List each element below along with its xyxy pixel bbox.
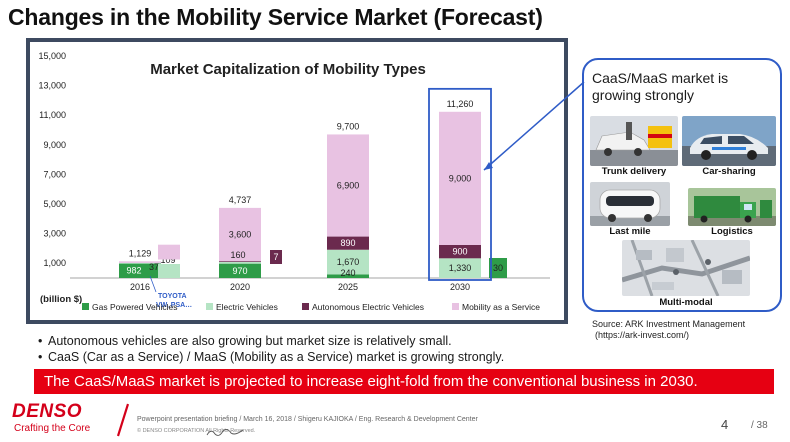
- legend-swatch: [82, 303, 89, 310]
- multi-modal-photo: [622, 240, 750, 296]
- data-label: 890: [340, 238, 355, 248]
- source-url: (https://ark-invest.com/): [595, 330, 690, 340]
- conclusion-banner: The CaaS/MaaS market is projected to inc…: [34, 369, 774, 394]
- legend-label: Electric Vehicles: [216, 302, 278, 312]
- x-tick-label: 2020: [230, 282, 250, 292]
- last-mile-photo: [590, 182, 670, 226]
- annotation-line2: VW, PSA…: [156, 302, 192, 309]
- y-tick-label: 3,000: [43, 229, 66, 239]
- bar-gas-2020: [219, 263, 261, 278]
- chart-title: Market Capitalization of Mobility Types: [150, 61, 426, 78]
- y-tick-label: 5,000: [43, 199, 66, 209]
- signature-icon: [206, 428, 244, 436]
- data-label: 30: [493, 263, 503, 273]
- logistics-photo: [688, 188, 776, 226]
- data-label: 6,900: [337, 181, 360, 191]
- callout-title: CaaS/MaaS market is growing strongly: [592, 70, 729, 103]
- bar-electric-2025: [327, 249, 369, 275]
- x-tick-label: 2016: [130, 282, 150, 292]
- bar-electric-2020: [219, 261, 261, 264]
- bar-autonomous-2020: [219, 261, 261, 262]
- bar-electric-2030: [439, 258, 481, 278]
- caas-maas-callout: CaaS/MaaS market is growing strongly Tru…: [582, 58, 782, 312]
- bar-autonomous-tag-2020: [270, 250, 282, 264]
- data-label: 160: [230, 250, 245, 260]
- page-number: 4: [721, 417, 729, 432]
- data-label: 900: [452, 247, 467, 257]
- brand-tagline: Crafting the Core: [14, 423, 91, 434]
- page-total: / 38: [751, 420, 768, 431]
- bar-maas-2020: [219, 207, 261, 262]
- bar-autonomous-2030: [439, 244, 481, 259]
- bullet-list: Autonomous vehicles are also growing but…: [38, 333, 504, 365]
- legend-label: Autonomous Electric Vehicles: [312, 302, 424, 312]
- data-label: 37: [149, 262, 159, 272]
- footer-copyright: © DENSO CORPORATION All Rights Reserved.: [137, 428, 256, 434]
- legend-swatch: [302, 303, 309, 310]
- total-label: 1,129: [129, 248, 152, 258]
- data-label: 240: [340, 268, 355, 278]
- legend-swatch: [206, 303, 213, 310]
- data-label: 1,670: [337, 257, 360, 267]
- car-sharing-photo: [682, 116, 776, 166]
- y-tick-label: 7,000: [43, 169, 66, 179]
- annotation-leader: [149, 275, 157, 293]
- unit-label: (billion $): [40, 294, 82, 305]
- source-line: Source: ARK Investment Management: [592, 319, 746, 329]
- bar-maas-2016: [119, 261, 161, 263]
- photo-caption: Last mile: [609, 226, 651, 237]
- market-cap-chart: Market Capitalization of Mobility Types 1…: [38, 51, 550, 312]
- delivery-photo: [590, 116, 678, 166]
- total-label: 11,260: [447, 99, 474, 109]
- x-tick-label: 2025: [338, 282, 358, 292]
- footer-meta: Powerpoint presentation briefing / March…: [137, 416, 478, 423]
- legend-label: Gas Powered Vehicles: [92, 302, 178, 312]
- data-label: 7: [273, 252, 278, 262]
- legend-label: Mobility as a Service: [462, 302, 540, 312]
- x-tick-label: 2030: [450, 282, 470, 292]
- slide-title: Changes in the Mobility Service Market (…: [8, 4, 543, 30]
- chart-frame: Market Capitalization of Mobility Types 1…: [26, 38, 568, 324]
- y-tick-label: 15,000: [38, 51, 66, 61]
- highlight-box-2030: [428, 87, 492, 281]
- bar-maas-2025: [327, 134, 369, 237]
- total-label: 4,737: [229, 195, 252, 205]
- data-label: 9,000: [449, 173, 472, 183]
- source-note: Source: ARK Investment Management (https…: [592, 319, 787, 341]
- data-label: 3,600: [229, 230, 252, 240]
- bullet-item: CaaS (Car as a Service) / MaaS (Mobility…: [38, 349, 504, 365]
- bar-autonomous-2025: [327, 236, 369, 250]
- data-label: 970: [232, 266, 247, 276]
- data-label: 109: [160, 255, 175, 265]
- photo-caption: Trunk delivery: [601, 166, 667, 177]
- photo-caption: Multi-modal: [659, 297, 713, 308]
- photo-caption: Car-sharing: [702, 166, 756, 177]
- data-label: 1,330: [449, 263, 472, 273]
- total-label: 9,700: [337, 121, 360, 131]
- footer-divider-icon: [116, 403, 130, 437]
- photo-caption: Logistics: [711, 226, 753, 237]
- bar-maas-tag-2016: [158, 244, 180, 260]
- denso-logo: DENSO: [12, 401, 83, 422]
- bar-gas-extra-2030: [489, 258, 507, 278]
- y-tick-label: 13,000: [38, 81, 66, 91]
- annotation-line1: TOYOTA: [158, 293, 187, 300]
- bar-electric-tag-2016: [158, 264, 180, 278]
- legend-swatch: [452, 303, 459, 310]
- bar-electric-2016: [119, 262, 161, 264]
- bar-gas-2025: [327, 274, 369, 278]
- y-tick-label: 9,000: [43, 140, 66, 150]
- y-tick-label: 1,000: [43, 258, 66, 268]
- bullet-item: Autonomous vehicles are also growing but…: [38, 333, 504, 349]
- chart-panel: Market Capitalization of Mobility Types 1…: [30, 42, 564, 320]
- bar-maas-2030: [439, 111, 481, 245]
- y-tick-label: 11,000: [39, 110, 66, 120]
- data-label: 982: [126, 266, 141, 276]
- bar-gas-2016: [119, 263, 161, 278]
